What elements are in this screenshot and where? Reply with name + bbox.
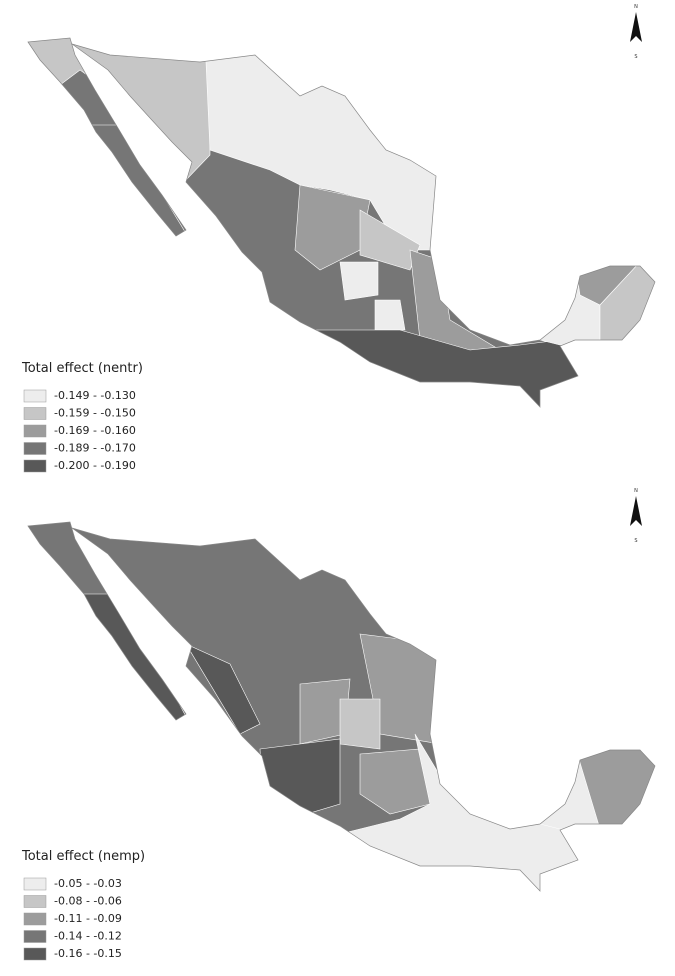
legend-label: -0.169 - -0.160 xyxy=(54,424,136,437)
legend-label: -0.159 - -0.150 xyxy=(54,407,136,420)
compass-south: S xyxy=(634,54,637,60)
legend-swatch xyxy=(23,877,47,891)
legend-swatch xyxy=(23,912,47,926)
legend: Total effect (nentr) -0.149 - -0.130 -0.15… xyxy=(21,361,143,473)
legend-swatch xyxy=(23,930,47,943)
legend-label: -0.11 - -0.09 xyxy=(54,912,122,925)
map-nemp: N S xyxy=(27,488,656,892)
legend-swatch xyxy=(23,424,47,438)
compass-north: N xyxy=(634,488,638,494)
legend-swatch xyxy=(23,947,47,961)
legend-swatch xyxy=(23,459,47,473)
legend-label: -0.05 - -0.03 xyxy=(54,877,122,890)
north-arrow: N S xyxy=(630,488,642,544)
legend-swatch xyxy=(23,895,47,908)
legends: Total effect (nentr) -0.149 - -0.130 -0.15… xyxy=(21,361,145,961)
north-arrow: N S xyxy=(630,4,642,60)
legend-swatch xyxy=(23,442,47,455)
legend-title: Total effect (nentr) xyxy=(21,361,143,376)
compass-north: N xyxy=(634,4,638,10)
legend-swatch xyxy=(23,389,47,403)
legend-label: -0.189 - -0.170 xyxy=(54,442,136,455)
legend: Total effect (nemp) -0.05 - -0.03 -0.08 - … xyxy=(21,849,145,961)
legend-label: -0.149 - -0.130 xyxy=(54,389,136,402)
legend-label: -0.200 - -0.190 xyxy=(54,459,136,472)
legend-swatch xyxy=(23,407,47,420)
compass-south: S xyxy=(634,538,637,544)
legend-title: Total effect (nemp) xyxy=(21,849,145,864)
legend-label: -0.08 - -0.06 xyxy=(54,895,122,908)
legend-label: -0.14 - -0.12 xyxy=(54,930,122,943)
legend-label: -0.16 - -0.15 xyxy=(54,947,122,960)
